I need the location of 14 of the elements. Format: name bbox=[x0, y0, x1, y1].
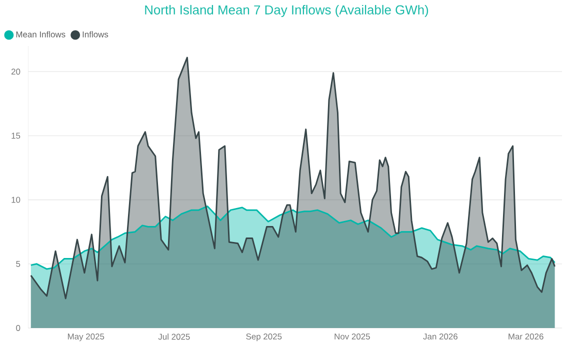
legend-label: Mean Inflows bbox=[16, 31, 66, 38]
y-tick-label: 20 bbox=[11, 68, 20, 75]
x-tick-label: Nov 2025 bbox=[334, 334, 370, 340]
x-tick-label: Jan 2026 bbox=[423, 334, 458, 340]
x-tick-label: May 2025 bbox=[68, 334, 104, 342]
y-tick-label: 10 bbox=[12, 196, 20, 203]
y-tick-label: 5 bbox=[16, 260, 20, 267]
x-tick-label: Jul 2025 bbox=[158, 334, 190, 340]
y-tick-label: 15 bbox=[12, 132, 20, 139]
x-tick-label: Sep 2025 bbox=[246, 334, 282, 342]
legend-label: Inflows bbox=[82, 31, 108, 38]
y-tick-label: 0 bbox=[16, 325, 20, 331]
x-tick-label: Mar 2026 bbox=[508, 334, 544, 340]
chart-title: North Island Mean 7 Day Inflows (Available GWh) bbox=[145, 4, 428, 18]
